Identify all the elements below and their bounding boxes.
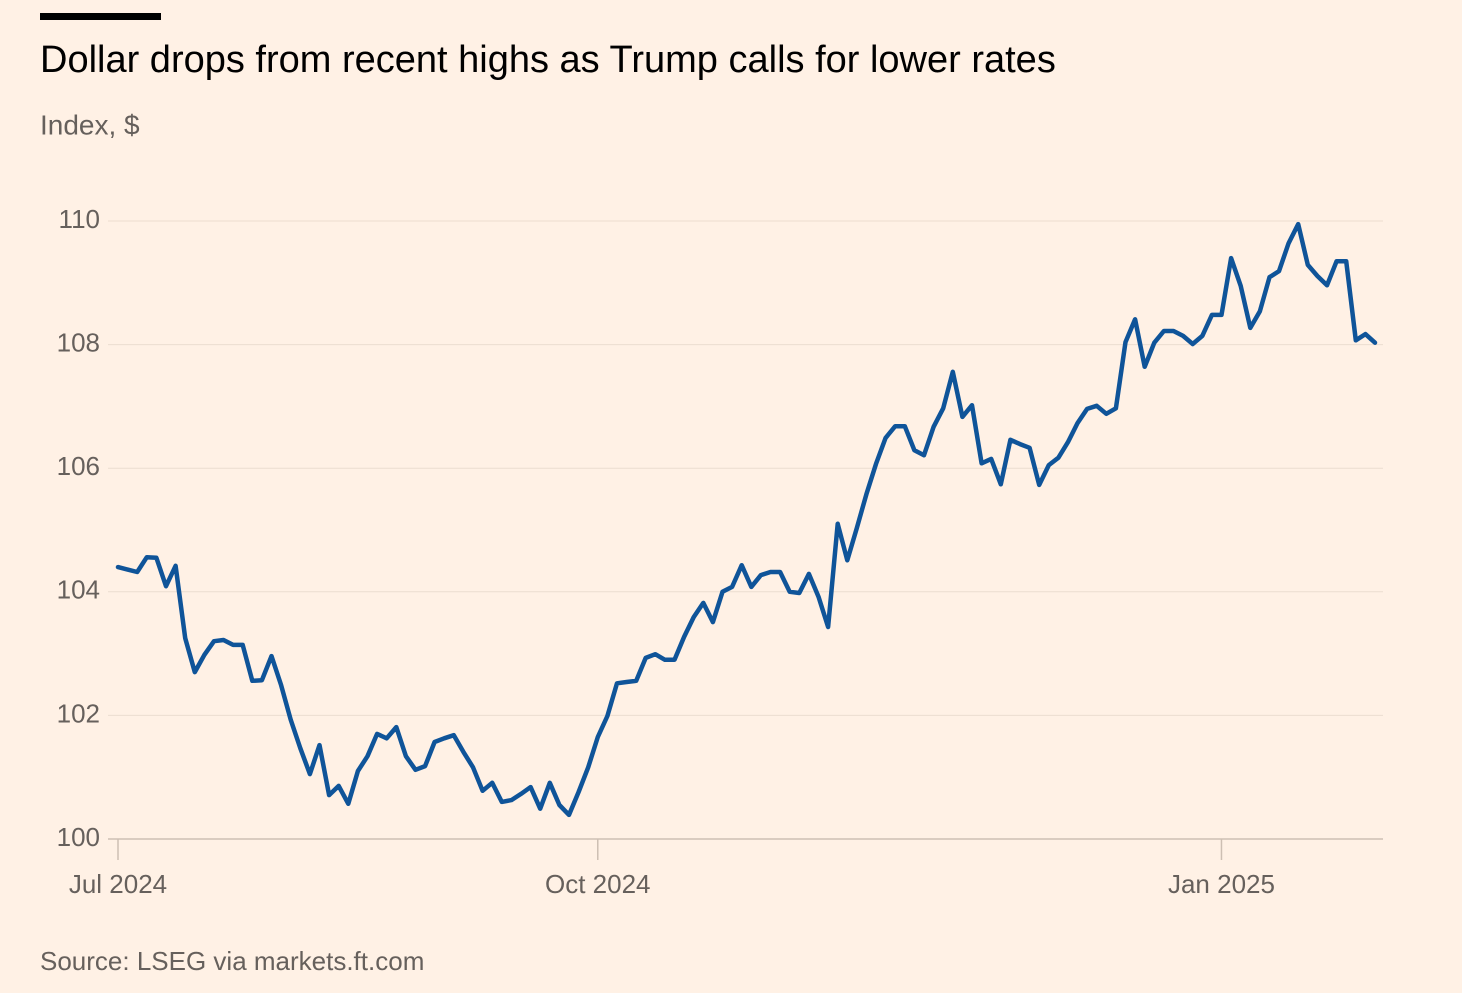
y-tick-label: 104 [57, 575, 100, 605]
header-bar [40, 13, 161, 20]
y-tick-label: 100 [57, 822, 100, 852]
source: Source: LSEG via markets.ft.com [40, 946, 424, 976]
y-tick-label: 108 [57, 327, 100, 357]
x-tick-label: Oct 2024 [545, 869, 651, 899]
y-tick-label: 106 [57, 451, 100, 481]
x-tick-label: Jul 2024 [69, 869, 167, 899]
y-tick-label: 110 [59, 204, 100, 234]
chart-title: Dollar drops from recent highs as Trump … [40, 39, 1056, 81]
data-line [115, 221, 1378, 818]
chart-subtitle: Index, $ [40, 109, 140, 140]
y-tick-label: 102 [57, 698, 100, 728]
x-tick-label: Jan 2025 [1168, 869, 1275, 899]
